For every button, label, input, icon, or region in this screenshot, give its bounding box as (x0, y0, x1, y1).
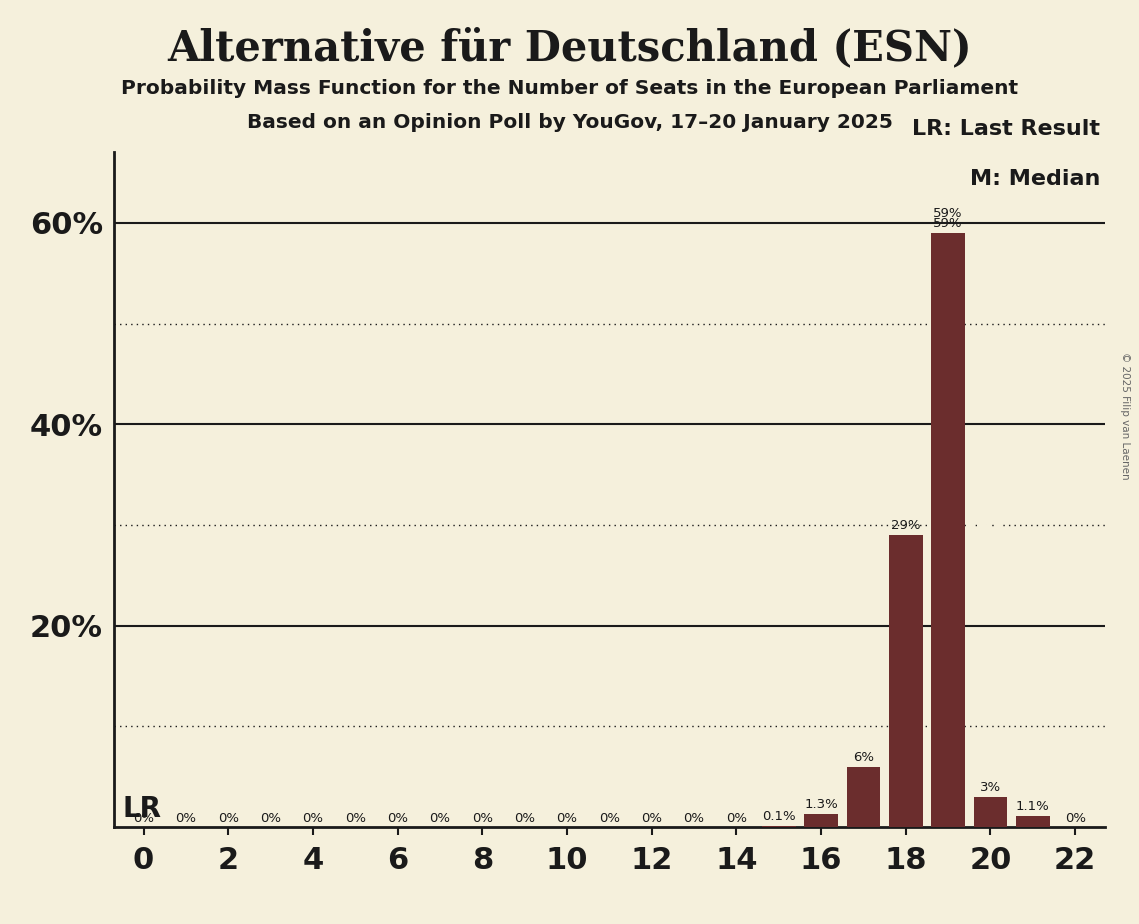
Text: 0.1%: 0.1% (762, 810, 795, 823)
Text: LR: LR (122, 795, 162, 823)
Text: 0%: 0% (260, 812, 281, 825)
Text: 3%: 3% (980, 781, 1001, 794)
Text: 0%: 0% (429, 812, 451, 825)
Text: 59%: 59% (933, 207, 962, 220)
Text: 0%: 0% (303, 812, 323, 825)
Text: M: M (962, 509, 1005, 551)
Text: 6%: 6% (853, 750, 874, 763)
Bar (932, 233, 965, 827)
Bar (804, 814, 838, 827)
Text: 0%: 0% (557, 812, 577, 825)
Bar (1016, 816, 1050, 827)
Text: 0%: 0% (641, 812, 662, 825)
Text: 29%: 29% (891, 519, 920, 532)
Text: 0%: 0% (683, 812, 705, 825)
Bar (974, 796, 1007, 827)
Text: 1.3%: 1.3% (804, 797, 838, 811)
Bar (762, 826, 796, 827)
Text: 1.1%: 1.1% (1016, 800, 1050, 813)
Text: 0%: 0% (133, 812, 154, 825)
Text: 0%: 0% (599, 812, 620, 825)
Text: Probability Mass Function for the Number of Seats in the European Parliament: Probability Mass Function for the Number… (121, 79, 1018, 98)
Text: M: Median: M: Median (969, 169, 1100, 189)
Text: 0%: 0% (472, 812, 493, 825)
Text: 0%: 0% (387, 812, 408, 825)
Text: © 2025 Filip van Laenen: © 2025 Filip van Laenen (1121, 352, 1130, 480)
Text: Based on an Opinion Poll by YouGov, 17–20 January 2025: Based on an Opinion Poll by YouGov, 17–2… (246, 113, 893, 132)
Text: 0%: 0% (175, 812, 196, 825)
Text: 0%: 0% (514, 812, 535, 825)
Text: 59%: 59% (933, 217, 962, 230)
Bar (888, 535, 923, 827)
Text: LR: Last Result: LR: Last Result (912, 119, 1100, 139)
Text: 0%: 0% (726, 812, 747, 825)
Bar (846, 767, 880, 827)
Text: Alternative für Deutschland (ESN): Alternative für Deutschland (ESN) (167, 28, 972, 69)
Text: 0%: 0% (345, 812, 366, 825)
Text: 0%: 0% (218, 812, 239, 825)
Text: 0%: 0% (1065, 812, 1085, 825)
